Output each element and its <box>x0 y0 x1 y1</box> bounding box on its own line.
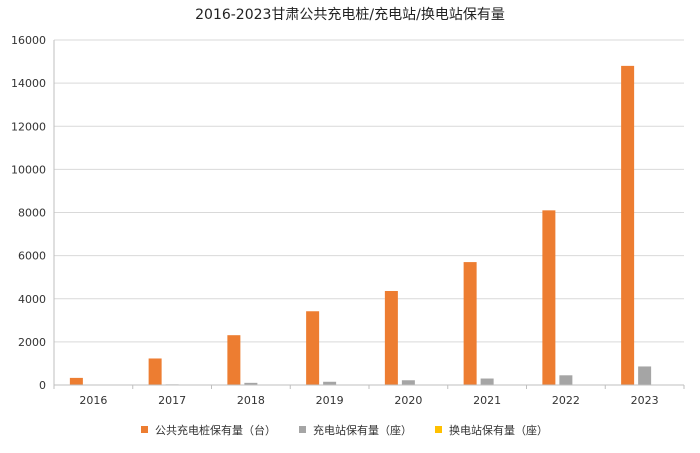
bar-series-0-2018 <box>227 335 240 385</box>
y-tick-label: 0 <box>39 379 46 392</box>
x-tick-label: 2022 <box>552 394 580 407</box>
y-tick-label: 4000 <box>18 293 46 306</box>
bar-series-0-2021 <box>464 262 477 385</box>
y-tick-label: 16000 <box>11 34 46 47</box>
bar-series-1-2021 <box>481 379 494 385</box>
bar-series-0-2017 <box>149 358 162 385</box>
bar-series-1-2023 <box>638 366 651 385</box>
y-tick-label: 12000 <box>11 120 46 133</box>
x-tick-label: 2021 <box>473 394 501 407</box>
y-tick-label: 2000 <box>18 336 46 349</box>
bar-series-1-2022 <box>559 375 572 385</box>
legend-label-2: 换电站保有量（座） <box>449 423 548 437</box>
axes: 0 2000 4000 6000 8000 10000 12000 14000 16000 201… <box>11 34 684 407</box>
y-tick-label: 14000 <box>11 77 46 90</box>
legend-label-1: 充电站保有量（座） <box>313 423 412 437</box>
x-tick-label: 2019 <box>316 394 344 407</box>
y-tick-label: 10000 <box>11 163 46 176</box>
y-tick-label: 8000 <box>18 207 46 220</box>
x-tick-label: 2023 <box>631 394 659 407</box>
bar-series-0-2022 <box>542 210 555 385</box>
bars <box>70 66 651 385</box>
legend-label-0: 公共充电桩保有量（台） <box>155 423 276 437</box>
y-tick-label: 6000 <box>18 250 46 263</box>
chart-title: 2016-2023甘肃公共充电桩/充电站/换电站保有量 <box>195 6 505 23</box>
bar-series-0-2023 <box>621 66 634 385</box>
x-tick-label: 2016 <box>79 394 107 407</box>
x-tick-label: 2017 <box>158 394 186 407</box>
bar-series-0-2016 <box>70 378 83 385</box>
x-tick-label: 2018 <box>237 394 265 407</box>
legend-swatch-2 <box>435 426 442 433</box>
gridlines <box>54 40 684 342</box>
bar-series-1-2020 <box>402 380 415 385</box>
legend-swatch-0 <box>141 426 148 433</box>
legend: 公共充电桩保有量（台） 充电站保有量（座） 换电站保有量（座） <box>141 423 548 437</box>
x-tick-label: 2020 <box>394 394 422 407</box>
bar-series-0-2020 <box>385 291 398 385</box>
bar-series-0-2019 <box>306 311 319 385</box>
legend-swatch-1 <box>299 426 306 433</box>
